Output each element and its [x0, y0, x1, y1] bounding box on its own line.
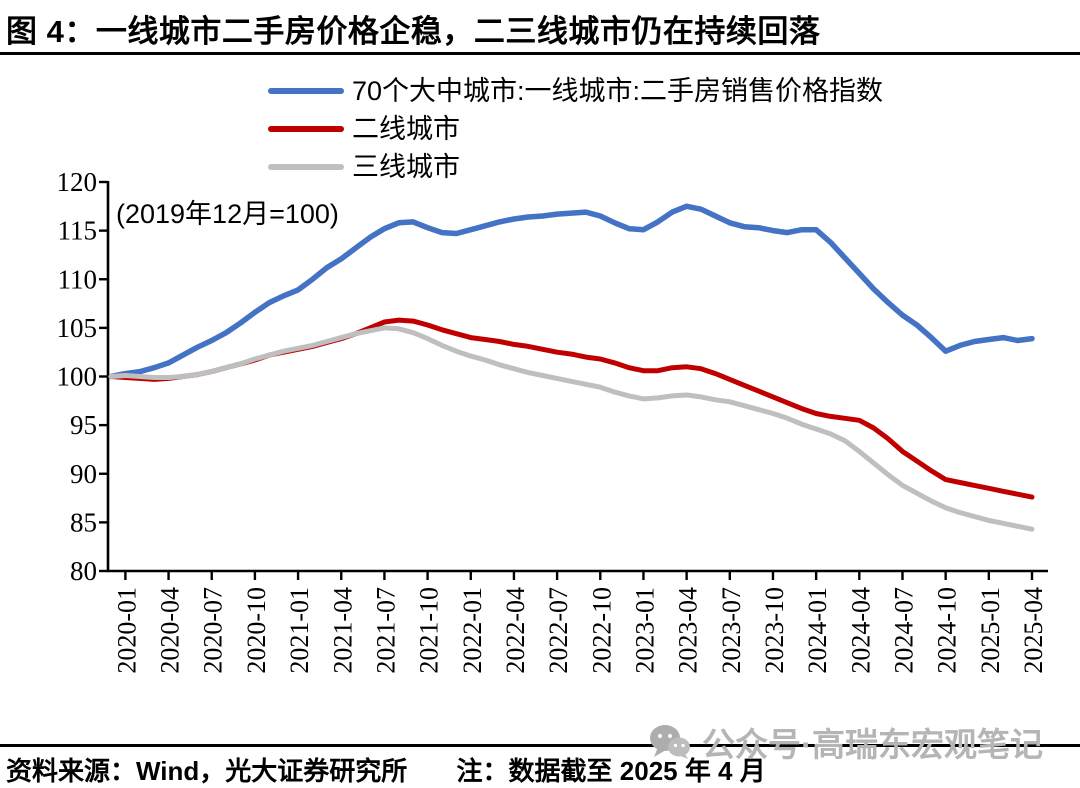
x-tick-label: 2025-04 — [1019, 587, 1048, 674]
watermark: 公众号·高瑞东宏观笔记 — [648, 718, 1043, 766]
y-tick-label: 105 — [57, 313, 98, 343]
axes — [106, 181, 1048, 573]
x-tick-label: 2023-04 — [674, 587, 703, 674]
y-tick-label: 120 — [57, 167, 98, 197]
legend-item-second-tier: 二线城市 — [268, 110, 883, 148]
legend-label-second-tier: 二线城市 — [352, 114, 460, 144]
y-tick-label: 95 — [70, 410, 97, 440]
legend-item-first-tier: 70个大中城市:一线城市:二手房销售价格指数 — [268, 72, 883, 110]
x-tick-label: 2020-10 — [242, 587, 271, 674]
legend-item-third-tier: 三线城市 — [268, 148, 883, 186]
x-tick-label: 2023-01 — [630, 587, 659, 674]
x-tick-label: 2025-01 — [976, 587, 1005, 674]
y-tick-label: 115 — [58, 216, 98, 246]
x-tick-label: 2022-07 — [544, 587, 573, 674]
series-line-0 — [108, 203, 1035, 380]
x-tick-label: 2021-07 — [371, 587, 400, 674]
x-tick-label: 2021-04 — [328, 587, 357, 674]
x-tick-label: 2022-10 — [587, 587, 616, 674]
legend-label-first-tier: 70个大中城市:一线城市:二手房销售价格指数 — [352, 76, 884, 106]
y-tick-label: 85 — [70, 507, 97, 537]
wechat-icon — [650, 725, 690, 759]
x-tick-label: 2023-10 — [760, 587, 789, 674]
x-tick-label: 2022-04 — [501, 587, 530, 674]
watermark-text: 公众号·高瑞东宏观笔记 — [702, 726, 1043, 763]
legend-line-first-tier — [268, 88, 344, 94]
y-tick-label: 80 — [70, 556, 97, 586]
base-period-annotation: (2019年12月=100) — [116, 199, 339, 229]
x-tick-label: 2021-10 — [415, 587, 444, 674]
page-title: 图 4：一线城市二手房价格企稳，二三线城市仍在持续回落 — [6, 14, 821, 49]
x-tick-label: 2024-04 — [846, 587, 875, 674]
legend-label-third-tier: 三线城市 — [352, 152, 460, 182]
x-tick-label: 2020-01 — [112, 587, 141, 674]
x-tick-label: 2024-07 — [889, 587, 918, 674]
x-tick-label: 2022-01 — [458, 587, 487, 674]
footer-divider — [0, 744, 1080, 747]
series-line-1 — [108, 317, 1035, 500]
x-tick-label: 2021-01 — [285, 587, 314, 674]
legend-line-second-tier — [268, 126, 344, 132]
y-tick-label: 110 — [58, 264, 98, 294]
x-tick-label: 2024-10 — [933, 587, 962, 674]
y-tick-label: 90 — [70, 459, 97, 489]
y-tick-label: 100 — [57, 362, 98, 392]
series-line-2 — [108, 325, 1035, 532]
legend: 70个大中城市:一线城市:二手房销售价格指数 二线城市 三线城市 — [268, 72, 883, 186]
x-tick-label: 2024-01 — [803, 587, 832, 674]
x-tick-label: 2020-04 — [156, 587, 185, 674]
footer-source: 资料来源：Wind，光大证券研究所 — [6, 756, 408, 786]
x-tick-label: 2023-07 — [717, 587, 746, 674]
x-tick-label: 2020-07 — [199, 587, 228, 674]
legend-line-third-tier — [268, 164, 344, 170]
title-divider — [0, 52, 1080, 55]
